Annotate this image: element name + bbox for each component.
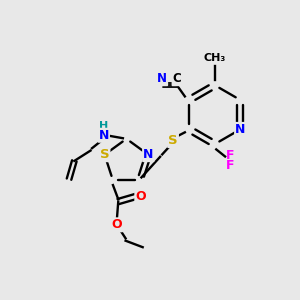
- Text: O: O: [112, 218, 122, 231]
- Text: H: H: [99, 122, 108, 131]
- Text: S: S: [168, 134, 178, 147]
- Text: C: C: [172, 72, 181, 85]
- Text: N: N: [157, 72, 167, 85]
- Text: S: S: [100, 148, 110, 161]
- Text: F: F: [226, 149, 235, 162]
- Text: N: N: [143, 148, 154, 161]
- Text: N: N: [235, 123, 245, 136]
- Text: CH₃: CH₃: [204, 53, 226, 63]
- Text: F: F: [226, 159, 235, 172]
- Text: O: O: [135, 190, 146, 203]
- Text: N: N: [99, 129, 109, 142]
